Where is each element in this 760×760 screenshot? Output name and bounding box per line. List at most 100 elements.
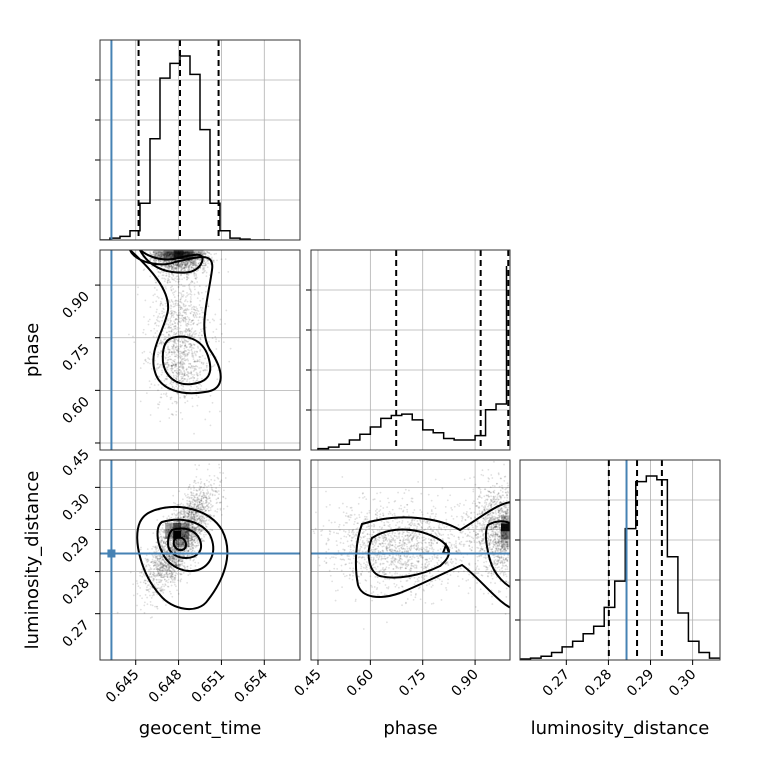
scatter-dot <box>162 536 165 539</box>
scatter-dot <box>184 521 187 524</box>
scatter-dot <box>177 371 180 374</box>
scatter-dot <box>183 534 185 536</box>
scatter-dot <box>193 263 196 266</box>
scatter-dot <box>177 579 179 582</box>
scatter-dot <box>183 562 186 564</box>
scatter-dot <box>166 531 169 533</box>
scatter-dot <box>176 558 178 561</box>
scatter-dot <box>180 306 183 309</box>
scatter-dot <box>186 515 189 518</box>
scatter-dot <box>189 263 192 266</box>
scatter-dot <box>183 309 185 312</box>
scatter-dot <box>172 557 175 559</box>
scatter-dot <box>156 569 159 572</box>
scatter-dot <box>201 506 204 509</box>
scatter-dot <box>154 332 157 334</box>
scatter-dot <box>179 539 181 541</box>
scatter-dot <box>157 587 160 589</box>
scatter-dot <box>174 300 177 303</box>
scatter-dot <box>178 366 181 368</box>
scatter-dot <box>168 265 171 268</box>
scatter-dot <box>191 536 194 539</box>
scatter-dot <box>140 571 143 574</box>
scatter-dot <box>185 537 188 539</box>
scatter-dot <box>198 360 201 363</box>
scatter-dot <box>188 545 191 548</box>
scatter-dot <box>185 373 188 376</box>
scatter-dot <box>172 555 175 558</box>
scatter-dot <box>143 601 146 604</box>
scatter-dot <box>136 592 139 595</box>
scatter-dot <box>199 383 202 386</box>
scatter-dot <box>174 563 177 566</box>
scatter-dot <box>173 583 176 586</box>
scatter-dot <box>198 514 201 517</box>
scatter-dot <box>198 358 201 361</box>
scatter-dot <box>191 405 194 408</box>
scatter-dot <box>160 256 162 259</box>
scatter-dot <box>177 339 180 342</box>
scatter-dot <box>165 287 167 290</box>
scatter-dot <box>169 396 172 399</box>
scatter-dot <box>158 581 161 583</box>
scatter-dot <box>188 545 191 548</box>
scatter-dot <box>174 338 176 341</box>
scatter-dot <box>191 506 194 509</box>
scatter-dot <box>172 310 175 313</box>
scatter-dot <box>171 569 174 572</box>
scatter-dot <box>199 515 202 518</box>
scatter-dot <box>190 515 193 518</box>
scatter-dot <box>144 359 147 362</box>
scatter-dot <box>154 546 157 549</box>
scatter-dot <box>177 560 180 562</box>
scatter-dot <box>176 362 178 365</box>
scatter-dot <box>203 482 206 485</box>
scatter-dot <box>187 515 190 518</box>
scatter-dot <box>156 355 159 358</box>
scatter-dot <box>177 563 180 566</box>
scatter-dot <box>165 528 168 531</box>
scatter-dot <box>193 526 195 528</box>
scatter-dot <box>193 503 196 506</box>
scatter-dot <box>186 276 189 278</box>
scatter-dot <box>175 572 177 574</box>
scatter-dot <box>153 591 155 594</box>
scatter-dot <box>228 360 231 363</box>
scatter-dot <box>177 264 180 267</box>
scatter-dot <box>183 351 186 354</box>
scatter-dot <box>194 360 197 363</box>
scatter-dot <box>166 572 168 575</box>
scatter-dot <box>193 539 196 542</box>
scatter-dot <box>186 329 189 332</box>
scatter-dot <box>208 252 211 255</box>
scatter-dot <box>202 252 205 255</box>
scatter-dot <box>204 326 207 329</box>
scatter-dot <box>182 542 185 545</box>
scatter-dot <box>227 270 230 273</box>
scatter-dot <box>192 262 194 265</box>
scatter-dot <box>229 347 232 350</box>
scatter-dot <box>170 558 173 561</box>
scatter-dot <box>159 304 162 307</box>
scatter-dot <box>160 573 163 575</box>
scatter-dot <box>159 557 161 560</box>
scatter-dot <box>169 565 172 567</box>
scatter-dot <box>157 375 160 378</box>
scatter-dot <box>192 308 195 311</box>
scatter-dot <box>172 557 175 560</box>
scatter-dot <box>168 264 171 267</box>
scatter-dot <box>188 515 190 518</box>
scatter-dot <box>149 561 152 564</box>
scatter-dot <box>174 574 177 577</box>
scatter-dot <box>174 542 177 545</box>
scatter-dot <box>137 585 140 588</box>
scatter-dot <box>194 259 196 262</box>
scatter-dot <box>205 525 207 528</box>
scatter-dot <box>183 493 186 495</box>
scatter-dot <box>196 540 199 543</box>
scatter-dot <box>182 529 185 532</box>
scatter-dot <box>177 300 179 302</box>
scatter-dot <box>179 346 182 348</box>
scatter-dot <box>169 310 172 313</box>
scatter-dot <box>199 492 202 494</box>
